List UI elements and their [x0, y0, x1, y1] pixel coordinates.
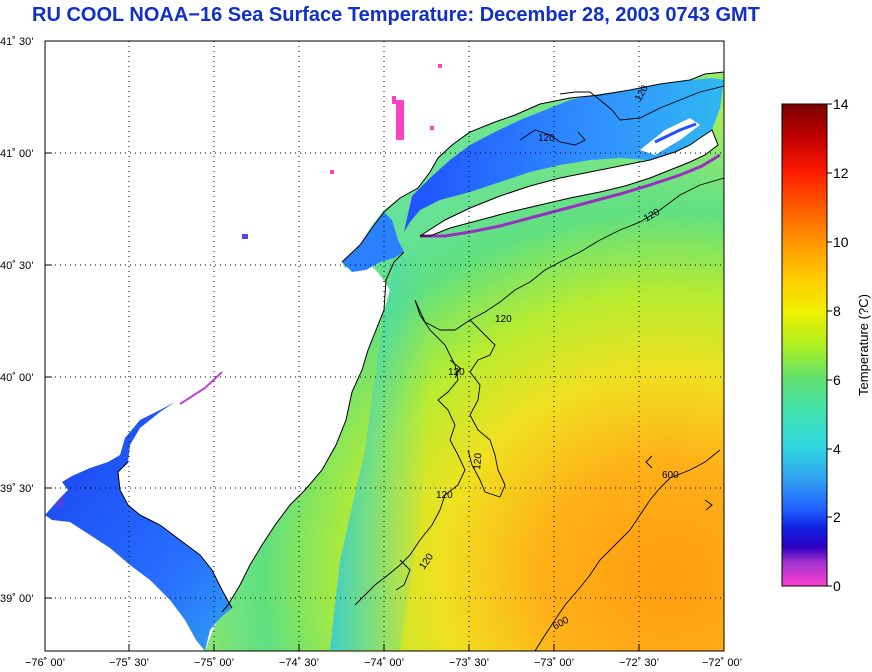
lat-label: 39˚ 00’: [0, 593, 34, 605]
colorbar-gradient: [781, 103, 828, 587]
colorbar-tick: 12: [833, 165, 849, 181]
colorbar-tick: 10: [833, 234, 849, 250]
contour-label: 120: [448, 367, 465, 378]
colorbar-label: Temperature (?C): [856, 294, 871, 396]
lon-label: −72˚ 30’: [619, 657, 659, 669]
lat-labels: 41˚ 30’ 41˚ 00’ 40˚ 30’ 40˚ 00’ 39˚ 30’ …: [0, 36, 34, 605]
contour-label: 120: [495, 314, 512, 325]
colorbar-tick: 0: [833, 578, 841, 594]
ny-harbor: [342, 212, 404, 272]
tick-marks: [45, 40, 640, 651]
colorbar-tick: 2: [833, 509, 841, 525]
lon-labels: −76˚ 00’ −75˚ 30’ −75˚ 00’ −74˚ 30’ −74˚…: [25, 657, 742, 669]
lon-label: −73˚ 00’: [534, 657, 574, 669]
long-island: [420, 130, 718, 236]
lat-label: 41˚ 30’: [0, 36, 34, 48]
page-title: RU COOL NOAA−16 Sea Surface Temperature:…: [32, 4, 760, 26]
lon-label: −75˚ 00’: [194, 657, 234, 669]
lon-label: −73˚ 30’: [449, 657, 489, 669]
colorbar-tick: 6: [833, 372, 841, 388]
colorbar-tick: 8: [833, 303, 841, 319]
cool-coastal-band: [330, 250, 430, 650]
lat-label: 40˚ 30’: [0, 260, 34, 272]
lon-label: −76˚ 00’: [25, 657, 65, 669]
contour-label: 120: [472, 452, 484, 470]
lat-label: 40˚ 00’: [0, 372, 34, 384]
lon-label: −74˚ 00’: [364, 657, 404, 669]
lon-label: −74˚ 30’: [279, 657, 319, 669]
lat-label: 39˚ 30’: [0, 483, 34, 495]
land-mainland: [45, 41, 724, 651]
contour-label: 600: [662, 470, 679, 481]
lon-label: −75˚ 30’: [109, 657, 149, 669]
colorbar-tick: 4: [833, 441, 841, 457]
contour-label: 120: [538, 133, 555, 144]
contour-label: 120: [436, 490, 453, 501]
bathymetry-contours: [354, 85, 724, 651]
graticule: [45, 41, 724, 651]
colorbar-tick: 14: [833, 96, 849, 112]
colorbar: 14 12 10 8 6 4 2 0 Temperature (?C): [781, 96, 871, 594]
delaware-bay: [45, 402, 232, 651]
lat-label: 41˚ 00’: [0, 148, 34, 160]
coastline: [117, 71, 724, 613]
lon-label: −72˚ 00’: [702, 657, 742, 669]
